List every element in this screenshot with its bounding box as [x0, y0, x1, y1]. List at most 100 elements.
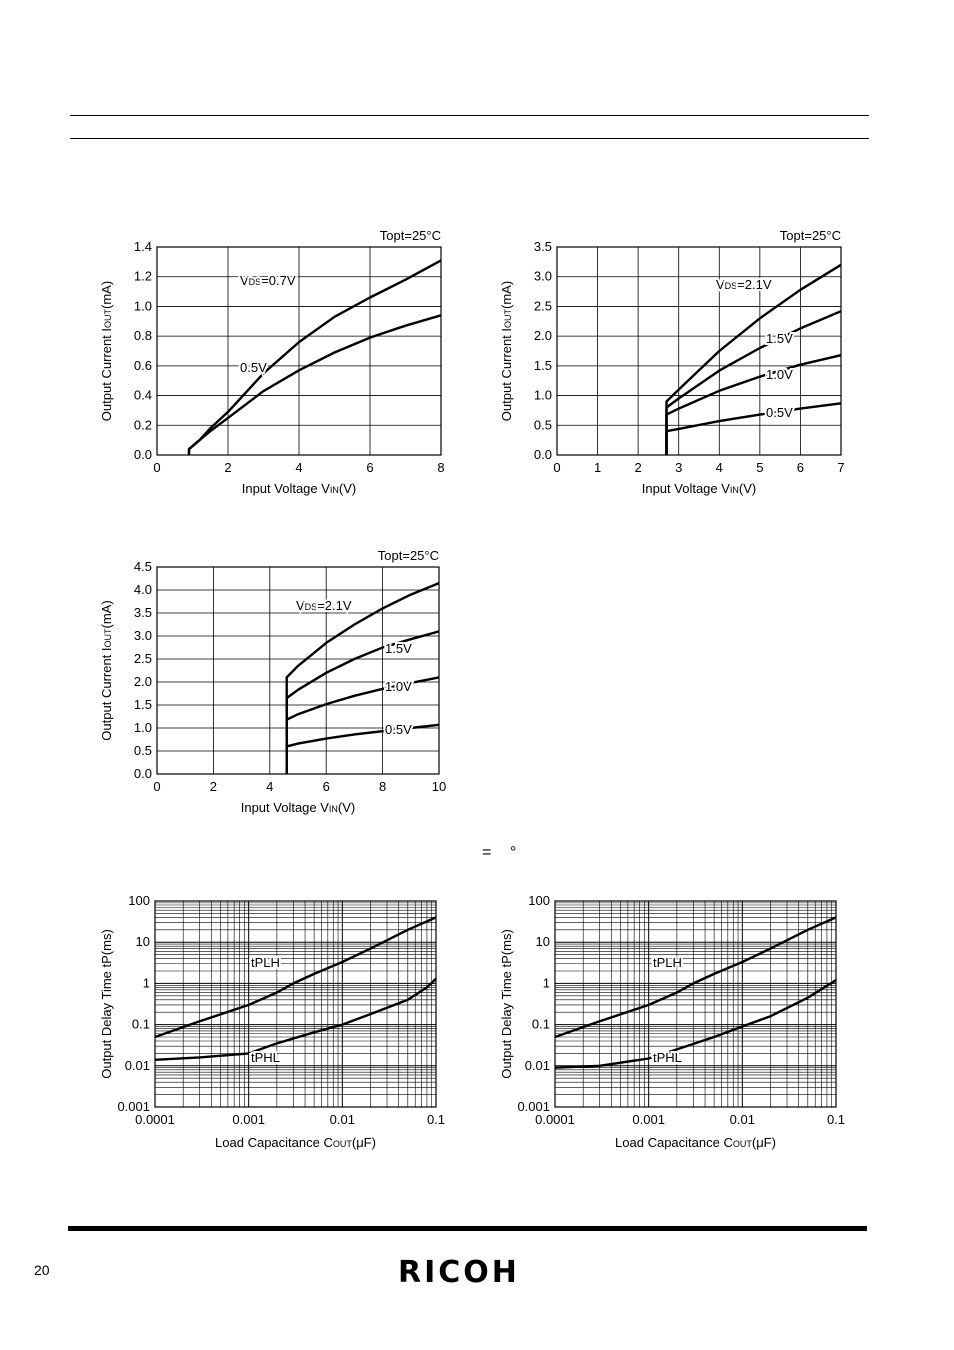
x-tick-label: 7 [837, 460, 844, 475]
y-tick-label: 1.0 [534, 388, 552, 403]
y-tick-label: 3.5 [534, 239, 552, 254]
y-tick-label: 10 [536, 934, 550, 949]
header-rule-top [70, 115, 869, 116]
x-tick-label: 2 [210, 779, 217, 794]
x-axis-label: Load Capacitance COUT(μF) [615, 1135, 776, 1150]
series-label: VDS=2.1V [296, 598, 352, 613]
series-line [285, 581, 440, 774]
series-label: 0.5V [385, 722, 412, 737]
series-label: 0.5V [766, 405, 793, 420]
series-line [154, 977, 437, 1061]
x-tick-label: 2 [224, 460, 231, 475]
y-tick-label: 3.0 [134, 628, 152, 643]
y-tick-label: 3.5 [134, 605, 152, 620]
x-tick-label: 0.001 [632, 1112, 665, 1127]
y-tick-label: 0.8 [134, 328, 152, 343]
condition-label: Topt=25°C [780, 228, 841, 243]
y-tick-label: 1 [543, 975, 550, 990]
series-line [187, 259, 442, 455]
condition-label: Topt=25°C [380, 228, 441, 243]
series-line [554, 979, 837, 1069]
chart-iout-vin-2: 0 1 2 3 4 5 6 7 0.0 0.5 1.0 1.5 2.0 2.5 3.0 3.5 Input Vo… [499, 228, 845, 496]
y-tick-label: 10 [136, 934, 150, 949]
x-tick-label: 8 [437, 460, 444, 475]
x-tick-label: 0.0001 [535, 1112, 575, 1127]
y-tick-label: 0.0 [534, 447, 552, 462]
series-label: tPHL [251, 1050, 280, 1065]
y-tick-label: 100 [128, 893, 150, 908]
y-tick-label: 1.0 [134, 298, 152, 313]
x-tick-label: 3 [675, 460, 682, 475]
series-label: VDS=2.1V [716, 277, 772, 292]
y-tick-label: 0.001 [517, 1099, 550, 1114]
x-tick-label: 4 [295, 460, 302, 475]
y-tick-label: 0.01 [125, 1058, 150, 1073]
x-axis-label: Input Voltage VIN(V) [241, 800, 356, 815]
series-label: 1.5V [385, 641, 412, 656]
y-tick-label: 0.5 [134, 743, 152, 758]
y-tick-label: 0.6 [134, 358, 152, 373]
series-line [554, 916, 837, 1039]
x-tick-label: 4 [716, 460, 723, 475]
y-tick-label: 0.001 [117, 1099, 150, 1114]
x-tick-label: 6 [323, 779, 330, 794]
series-line [665, 263, 842, 455]
x-tick-label: 8 [379, 779, 386, 794]
x-axis-label: Input Voltage VIN(V) [242, 481, 357, 496]
series-label: tPLH [251, 955, 280, 970]
series-line [665, 402, 842, 455]
footer-rule [68, 1226, 867, 1231]
x-tick-label: 0.01 [330, 1112, 355, 1127]
y-tick-label: 2.5 [534, 298, 552, 313]
y-tick-label: 0.2 [134, 417, 152, 432]
x-tick-label: 4 [266, 779, 273, 794]
plot-frame [156, 566, 440, 775]
series-line [154, 916, 437, 1039]
x-tick-label: 1 [594, 460, 601, 475]
x-tick-label: 2 [635, 460, 642, 475]
series-line [285, 723, 440, 774]
y-tick-label: 2.0 [534, 328, 552, 343]
y-axis-label: Output Delay Time tP(ms) [499, 929, 514, 1079]
stray-degree: ° [510, 844, 517, 861]
x-tick-label: 0.001 [232, 1112, 265, 1127]
x-tick-label: 0.01 [730, 1112, 755, 1127]
x-tick-label: 0 [153, 460, 160, 475]
x-axis-label: Input Voltage VIN(V) [642, 481, 757, 496]
series-line [665, 310, 842, 455]
y-tick-label: 100 [528, 893, 550, 908]
x-tick-label: 5 [756, 460, 763, 475]
x-tick-label: 6 [797, 460, 804, 475]
chart-delay-cout-2: 0.0001 0.001 0.01 0.10.0010.010.1110100Load… [499, 893, 845, 1150]
series-line [285, 676, 440, 774]
y-tick-label: 0.0 [134, 447, 152, 462]
y-tick-label: 3.0 [534, 269, 552, 284]
series-label: VDS=0.7V [240, 273, 296, 288]
plot-frame [554, 900, 837, 1108]
page-number: 20 [34, 1262, 50, 1278]
x-tick-label: 0.0001 [135, 1112, 175, 1127]
x-tick-label: 0.1 [427, 1112, 445, 1127]
series-label: 1.0V [766, 367, 793, 382]
y-tick-label: 1 [143, 975, 150, 990]
y-axis-label: Output Current IOUT(mA) [99, 600, 114, 740]
x-axis-label: Load Capacitance COUT(μF) [215, 1135, 376, 1150]
stray-equals: = [482, 844, 492, 861]
plot-frame [154, 900, 437, 1108]
series-line [285, 630, 440, 774]
x-tick-label: 0.1 [827, 1112, 845, 1127]
series-line [665, 354, 842, 455]
chart-iout-vin-1: 0 2 4 6 8 0.0 0.2 0.4 0.6 0.8 1.0 1.2 1.4 Input Volta… [99, 228, 445, 496]
x-tick-label: 10 [432, 779, 446, 794]
series-label: 1.0V [385, 679, 412, 694]
ricoh-logo: RICOH [398, 1255, 520, 1290]
y-axis-label: Output Delay Time tP(ms) [99, 929, 114, 1079]
y-axis-label: Output Current IOUT(mA) [499, 281, 514, 421]
series-label: 1.5V [766, 331, 793, 346]
series-label: 0.5V [240, 360, 267, 375]
y-tick-label: 0.4 [134, 388, 152, 403]
header-rule-bottom [70, 138, 869, 139]
y-tick-label: 0.0 [134, 766, 152, 781]
y-tick-label: 1.5 [134, 697, 152, 712]
series-line [187, 314, 442, 455]
